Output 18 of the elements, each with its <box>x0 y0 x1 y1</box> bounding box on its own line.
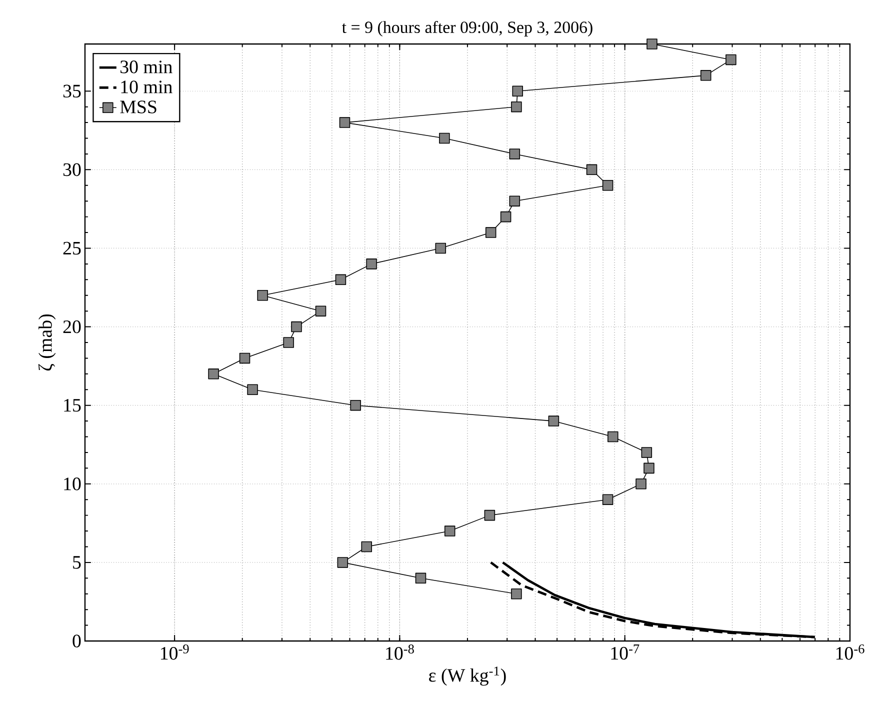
x-tick-label: 10$^{-7}$ <box>611 644 640 660</box>
y-tick-label: 5 <box>73 556 81 569</box>
x-axis-title: ε (W kg$^{-1}$) <box>429 666 506 686</box>
y-tick-label: 10 <box>64 478 81 490</box>
y-tick-label: 25 <box>63 242 81 255</box>
y-tick-label: 35 <box>63 84 81 98</box>
y-tick-label: 15 <box>64 399 81 412</box>
legend-label: 30 min <box>120 60 172 74</box>
legend-label: MSS <box>120 100 156 114</box>
chart-title: t = 9 (hours after 09:00, Sep 3, 2006) <box>342 20 592 36</box>
y-tick-label: 20 <box>63 320 81 334</box>
y-tick-label: 0 <box>72 634 81 648</box>
x-tick-label: 10$^{-6}$ <box>836 644 864 660</box>
y-tick-label: 30 <box>63 163 81 176</box>
x-tick-label: 10$^{-8}$ <box>386 644 414 660</box>
legend-label: 10 min <box>121 80 172 94</box>
x-tick-label: 10$^{-9}$ <box>160 644 189 660</box>
y-axis-title: ζ (mab) <box>38 314 56 371</box>
